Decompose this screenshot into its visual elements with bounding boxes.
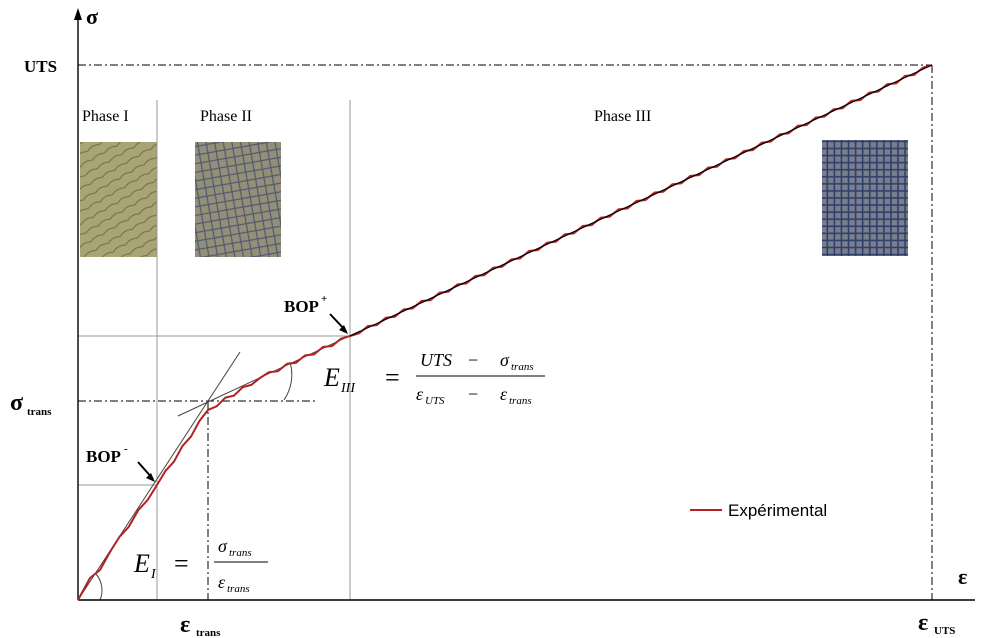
bop-minus-sup: - (124, 443, 128, 455)
den-b: ε (500, 384, 508, 404)
equals: = (174, 549, 189, 578)
num-b: σ (500, 350, 510, 370)
lhs: E (133, 549, 150, 578)
minus: − (468, 350, 478, 370)
phase-label: Phase II (200, 108, 252, 125)
phase-label: Phase I (82, 108, 129, 125)
tangents (77, 330, 361, 601)
bop-arrows (137, 313, 347, 480)
formula-e1: E I = σ trans ε trans (133, 536, 268, 595)
photo-phase-3 (822, 140, 908, 256)
tangent-3 (177, 330, 361, 417)
y-axis-label: σ (86, 4, 98, 29)
formula-e3: E III = UTS − σ trans ε UTS − ε trans (323, 350, 545, 407)
legend-label: Expérimental (728, 501, 827, 520)
photo-phase-1 (80, 142, 157, 257)
den: ε (218, 572, 226, 592)
num-a: UTS (420, 350, 452, 370)
den-b-sub: trans (509, 395, 532, 407)
num-sub: trans (229, 547, 252, 559)
linear-fit (349, 64, 933, 337)
x-axis-label: ε (958, 564, 967, 589)
uts-label: UTS (24, 57, 57, 76)
minus: − (468, 384, 478, 404)
phase-label: Phase III (594, 108, 651, 125)
den-a-sub: UTS (425, 395, 445, 407)
y-arrow (74, 8, 82, 20)
angle-arc (283, 361, 293, 401)
eps-uts-symbol: ε (918, 610, 928, 636)
eps-uts-sub: UTS (934, 625, 955, 637)
lhs-sub: I (150, 567, 157, 582)
photo-phase-2 (195, 142, 281, 257)
num: σ (218, 536, 228, 556)
axes (77, 16, 975, 601)
bop-minus-label: BOP (86, 447, 121, 466)
bop-plus-label: BOP (284, 297, 319, 316)
den-sub: trans (227, 583, 250, 595)
eps-trans-sub: trans (196, 627, 221, 638)
tangent-1 (77, 351, 241, 601)
lhs: E (323, 363, 340, 392)
equals: = (385, 363, 400, 392)
guides (78, 100, 351, 600)
angle-arc (95, 573, 103, 601)
sigma-trans-sub: trans (27, 406, 52, 418)
eps-trans-symbol: ε (180, 612, 190, 638)
lhs-sub: III (340, 381, 356, 396)
den-a: ε (416, 384, 424, 404)
dash-dot-lines (78, 64, 933, 600)
num-b-sub: trans (511, 361, 534, 373)
bop-plus-sup: + (321, 293, 327, 305)
arrowhead (339, 325, 348, 334)
sigma-trans-symbol: σ (10, 390, 23, 416)
arrowhead (146, 473, 155, 482)
